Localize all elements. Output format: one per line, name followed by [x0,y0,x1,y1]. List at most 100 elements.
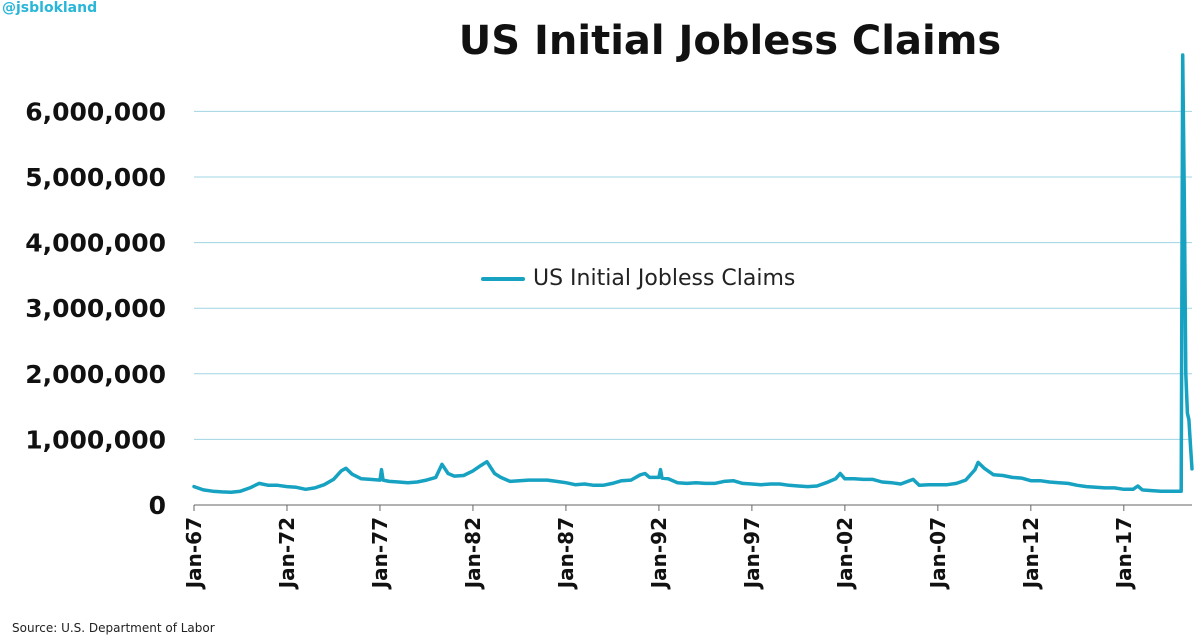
data-point [602,484,604,487]
data-point [918,484,921,487]
data-point [479,464,482,467]
data-point [462,474,465,477]
data-point [844,478,846,480]
data-point [425,479,428,481]
data-point [983,467,986,470]
data-point [825,481,828,484]
data-point [258,482,260,485]
data-point [351,473,353,476]
data-point [1189,445,1192,447]
y-tick-label: 3,000,000 [25,294,166,323]
data-point [1178,490,1181,493]
data-point [493,472,496,475]
x-tick-label: Jan-77 [368,517,392,590]
data-point [1188,418,1190,421]
data-point [732,479,735,482]
data-point [788,484,790,487]
data-point [1020,477,1023,479]
data-point [1191,468,1193,470]
data-point [769,483,772,485]
data-point [686,482,688,485]
data-point [565,481,567,484]
y-axis-ticks: 0 1,000,000 2,000,000 3,000,000 4,000,000 5,0… [25,97,166,520]
data-point [713,482,716,485]
data-point [816,485,818,487]
data-point [1113,487,1116,489]
data-point [667,478,669,480]
data-point [964,479,967,481]
data-point [509,480,511,483]
data-point [872,478,874,481]
data-point [1169,490,1172,493]
data-point [1185,373,1187,375]
data-point [676,481,679,484]
data-point [593,484,595,487]
data-point [1076,484,1079,487]
data-point [620,479,623,482]
data-point [648,476,651,479]
data-point [992,474,995,476]
data-point [630,479,632,481]
data-point [1011,476,1013,479]
data-point [1057,481,1060,484]
x-tick-label: Jan-02 [833,517,857,590]
data-point [890,481,893,484]
data-point [1180,490,1182,493]
data-point [447,472,449,475]
data-point [518,479,521,482]
data-point [1160,490,1162,493]
data-point [314,487,316,489]
data-point [202,489,205,491]
data-point [779,483,781,485]
data-point [286,485,288,488]
data-point [741,482,744,485]
data-point [1002,474,1004,477]
y-tick-label: 5,000,000 [25,163,166,192]
data-point [537,479,539,481]
data-point [1048,481,1051,483]
data-point [899,483,902,485]
data-point [658,476,660,479]
data-point [323,483,326,486]
data-point [555,480,558,483]
data-point [486,460,488,463]
legend: US Initial Jobless Claims [481,266,795,291]
data-point [695,481,697,484]
data-point [332,478,335,481]
data-point [1030,479,1032,482]
x-tick-label: Jan-92 [647,517,671,590]
data-point [974,468,976,471]
data-point [379,479,381,481]
data-point [1141,489,1144,491]
legend-swatch [481,276,525,281]
data-point [862,478,865,481]
data-point [340,470,343,472]
data-point [239,490,242,493]
data-point [1186,412,1189,415]
data-point [546,479,549,481]
data-point [1132,488,1134,491]
data-point [441,463,443,466]
data-point [472,470,474,472]
watermark-handle: @jsblokland [2,0,98,16]
data-point [723,480,725,483]
x-tick-label: Jan-07 [926,517,950,590]
y-tick-label: 6,000,000 [25,97,166,126]
data-point [345,467,347,470]
gridlines [194,110,1192,440]
data-point [416,481,419,483]
data-point [304,488,307,491]
data-point [295,486,298,489]
x-tick-label: Jan-97 [740,517,764,590]
series-group [192,53,1194,494]
data-point [1085,485,1088,488]
data-point [839,472,841,475]
data-point [1183,195,1186,198]
data-point [853,478,855,480]
data-point [527,479,530,481]
x-tick-label: Jan-82 [461,517,485,590]
data-point [1039,479,1041,482]
data-point [661,477,663,479]
data-point [1137,485,1139,487]
data-point [1067,482,1069,485]
